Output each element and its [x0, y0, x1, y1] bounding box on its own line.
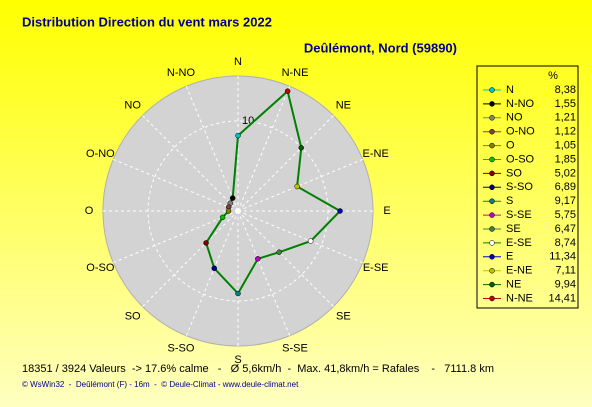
- legend-value: 1,85: [555, 153, 576, 165]
- radar-point: [203, 240, 209, 246]
- direction-label: E-SE: [363, 262, 389, 274]
- direction-label: E-NE: [363, 148, 389, 160]
- legend-value: 9,17: [555, 195, 576, 207]
- direction-label: NE: [336, 100, 351, 112]
- radar-point: [276, 249, 282, 255]
- legend-value: 6,47: [555, 223, 576, 235]
- legend-value: 1,12: [555, 126, 576, 138]
- radar-point: [225, 208, 232, 214]
- radar-point: [235, 132, 241, 139]
- spoke: [185, 210, 239, 336]
- legend-value: 6,89: [555, 181, 576, 193]
- direction-label: S-SE: [282, 343, 308, 355]
- legend-label: E-NE: [506, 265, 532, 277]
- legend-marker: [489, 184, 495, 191]
- legend-marker: [489, 87, 495, 93]
- legend-label: E-SE: [506, 237, 532, 249]
- radar-point: [337, 208, 343, 214]
- direction-label: SE: [336, 310, 351, 322]
- legend-label: S-SO: [506, 181, 533, 193]
- legend-label: SO: [506, 167, 522, 179]
- legend-value: 11,34: [549, 251, 576, 263]
- legend-marker: [489, 198, 495, 204]
- legend-label: NE: [506, 279, 521, 291]
- radar-point: [255, 256, 261, 262]
- spoke: [237, 210, 334, 307]
- legend-marker: [489, 128, 495, 135]
- legend-label: O: [506, 140, 515, 152]
- radar-point: [235, 290, 241, 297]
- grid-ring: [147, 120, 329, 302]
- legend-label: N: [506, 84, 514, 96]
- legend-value: 14,41: [548, 292, 576, 304]
- direction-label: N: [234, 56, 242, 68]
- legend-value: 1,21: [555, 112, 576, 124]
- direction-label: S-SO: [168, 343, 195, 355]
- direction-label: E: [383, 205, 390, 217]
- radar-point: [211, 265, 218, 272]
- legend-marker: [489, 226, 495, 232]
- legend-label: S-SE: [506, 209, 532, 221]
- r-tick-label: 10: [242, 115, 254, 127]
- radar-point: [219, 214, 226, 221]
- footer: 18351 / 3924 Valeurs -> 17.6% calme - Ø …: [22, 363, 494, 375]
- legend-value: 5,75: [555, 209, 576, 221]
- legend-value: 5,02: [555, 167, 576, 179]
- spoke: [113, 210, 239, 264]
- chart-title: Distribution Direction du vent mars 2022: [22, 14, 272, 29]
- chart-subtitle: Deûlémont, Nord (59890): [304, 40, 457, 55]
- radar-point: [298, 144, 305, 151]
- legend-marker: [489, 115, 495, 121]
- legend-marker: [489, 240, 495, 246]
- legend-marker: [489, 295, 495, 302]
- direction-label: NO: [124, 100, 141, 112]
- radar-point: [307, 238, 314, 244]
- legend-label: O-NO: [506, 126, 535, 138]
- legend-marker: [489, 254, 495, 260]
- legend-value: 1,55: [555, 98, 576, 110]
- direction-label: O-NO: [86, 148, 115, 160]
- legend-title: %: [548, 70, 558, 82]
- legend-marker: [489, 281, 495, 288]
- spoke: [237, 210, 291, 336]
- radar-point: [284, 88, 291, 94]
- radar-point: [294, 183, 300, 190]
- direction-label: SO: [125, 310, 141, 322]
- legend-marker: [489, 101, 495, 107]
- legend-marker: [489, 212, 495, 218]
- direction-label: O-SO: [86, 262, 115, 274]
- legend-label: N-NE: [506, 292, 533, 304]
- spoke: [113, 158, 239, 212]
- legend-box: [476, 65, 579, 309]
- spoke: [237, 115, 334, 212]
- radar-point: [229, 195, 236, 201]
- legend-value: 8,38: [555, 84, 576, 96]
- legend-label: NO: [506, 112, 523, 124]
- credit: © WsWin32 - Deûlémont (F) - 16m - © Deul…: [22, 380, 299, 389]
- spoke: [237, 158, 363, 212]
- spoke: [237, 86, 291, 212]
- legend-label: E: [506, 251, 513, 263]
- direction-label: N-NE: [282, 67, 309, 79]
- legend-marker: [489, 142, 495, 149]
- spoke: [142, 115, 239, 212]
- spoke: [237, 210, 363, 264]
- legend-value: 9,94: [555, 279, 576, 291]
- legend-label: O-SO: [506, 153, 535, 165]
- legend-marker: [489, 267, 495, 274]
- legend-value: 1,05: [555, 140, 576, 152]
- direction-label: N-NO: [167, 67, 196, 79]
- legend-marker: [489, 156, 495, 163]
- legend-label: SE: [506, 223, 521, 235]
- legend-value: 7,11: [555, 265, 576, 277]
- legend-label: S: [506, 195, 513, 207]
- spoke: [185, 86, 239, 212]
- legend-label: N-NO: [506, 98, 535, 110]
- legend-marker: [489, 170, 495, 177]
- direction-label: O: [85, 205, 94, 217]
- legend-value: 8,74: [555, 237, 576, 249]
- spoke: [142, 210, 239, 307]
- direction-label: S: [234, 354, 241, 366]
